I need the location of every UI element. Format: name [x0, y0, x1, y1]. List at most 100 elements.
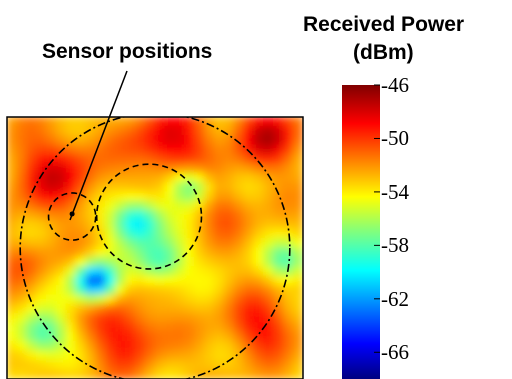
- heatmap-cell: [16, 182, 28, 193]
- heatmap-cell: [144, 359, 156, 371]
- heatmap-cell: [85, 275, 97, 286]
- heatmap-cell: [85, 284, 97, 296]
- heatmap-cell: [272, 238, 284, 249]
- heatmap-cell: [134, 117, 146, 127]
- heatmap-cell: [134, 163, 146, 174]
- heatmap-cell: [243, 135, 255, 146]
- heatmap-cell: [105, 153, 117, 165]
- heatmap-cell: [253, 144, 265, 155]
- heatmap-cell: [16, 210, 28, 221]
- heatmap-cell: [65, 219, 77, 230]
- heatmap-cell: [95, 294, 107, 305]
- heatmap-cell: [223, 200, 235, 212]
- heatmap-cell: [134, 256, 146, 268]
- heatmap-cell: [213, 284, 225, 296]
- heatmap-cell: [233, 303, 245, 314]
- heatmap-cell: [85, 219, 97, 230]
- heatmap-cell: [105, 341, 117, 352]
- heatmap-cell: [164, 275, 176, 286]
- heatmap-cell: [124, 238, 136, 249]
- heatmap-cell: [263, 144, 274, 155]
- heatmap-cell: [243, 219, 255, 230]
- heatmap-cell: [115, 210, 126, 221]
- heatmap-cell: [105, 350, 117, 361]
- heatmap-cell: [45, 266, 57, 277]
- heatmap-cell: [263, 135, 274, 146]
- heatmap-cell: [193, 191, 205, 202]
- heatmap-cell: [213, 341, 225, 352]
- heatmap-cell: [55, 228, 67, 240]
- heatmap-cell: [16, 331, 28, 343]
- heatmap-cell: [36, 182, 47, 193]
- heatmap-cell: [7, 200, 18, 212]
- heatmap-cell: [223, 256, 235, 268]
- heatmap-cell: [164, 191, 176, 202]
- heatmap-cell: [16, 247, 28, 258]
- heatmap-cell: [292, 369, 303, 379]
- heatmap-cell: [65, 182, 77, 193]
- heatmap-cell: [223, 322, 235, 333]
- sensor-positions-annotation: Sensor positions: [42, 40, 213, 63]
- heatmap-cell: [243, 341, 255, 352]
- heatmap-cell: [292, 284, 303, 296]
- heatmap-cell: [95, 125, 107, 137]
- heatmap-cell: [7, 219, 18, 230]
- heatmap-cell: [213, 163, 225, 174]
- heatmap-cell: [263, 256, 274, 268]
- heatmap-cell: [292, 359, 303, 371]
- heatmap-cell: [7, 313, 18, 324]
- heatmap-cell: [26, 266, 38, 277]
- heatmap-cell: [26, 284, 38, 296]
- heatmap-cell: [203, 153, 215, 165]
- heatmap-cell: [36, 210, 47, 221]
- heatmap-cell: [144, 144, 156, 155]
- overlay-circle: [95, 163, 203, 270]
- heatmap-cell: [45, 191, 57, 202]
- heatmap-cell: [26, 369, 38, 379]
- colorbar-tick-label: -62: [381, 286, 409, 311]
- heatmap-cell: [213, 210, 225, 221]
- heatmap-cell: [233, 369, 245, 379]
- heatmap-cell: [144, 182, 156, 193]
- heatmap-cell: [7, 117, 18, 127]
- heatmap-cell: [124, 303, 136, 314]
- heatmap-cell: [55, 322, 67, 333]
- heatmap-cell: [55, 182, 67, 193]
- heatmap-cell: [26, 153, 38, 165]
- heatmap-cell: [164, 359, 176, 371]
- heatmap-cell: [134, 313, 146, 324]
- heatmap-cell: [144, 284, 156, 296]
- heatmap-cell: [124, 210, 136, 221]
- heatmap-cell: [282, 172, 294, 183]
- heatmap-cell: [253, 238, 265, 249]
- heatmap-cell: [253, 331, 265, 343]
- heatmap-cell: [65, 144, 77, 155]
- heatmap-cell: [105, 125, 117, 137]
- heatmap-cell: [282, 200, 294, 212]
- heatmap-cell: [75, 247, 87, 258]
- heatmap-cell: [75, 256, 87, 268]
- heatmap-cell: [193, 200, 205, 212]
- heatmap-cell: [154, 275, 166, 286]
- heatmap-cell: [95, 144, 107, 155]
- heatmap-cell: [55, 256, 67, 268]
- heatmap-cell: [164, 247, 176, 258]
- heatmap-cell: [292, 219, 303, 230]
- heatmap-cell: [193, 369, 205, 379]
- heatmap-cell: [292, 153, 303, 165]
- heatmap-cell: [16, 153, 28, 165]
- heatmap-cell: [193, 322, 205, 333]
- heatmap-cell: [55, 191, 67, 202]
- heatmap-cell: [164, 182, 176, 193]
- heatmap-cell: [45, 322, 57, 333]
- heatmap-cell: [75, 182, 87, 193]
- heatmap-cell: [105, 200, 117, 212]
- heatmap-cell: [263, 228, 274, 240]
- heatmap-cell: [282, 294, 294, 305]
- heatmap-cell: [253, 210, 265, 221]
- heatmap-cell: [124, 144, 136, 155]
- heatmap-cell: [7, 163, 18, 174]
- heatmap-cell: [45, 369, 57, 379]
- heatmap-cell: [85, 294, 97, 305]
- heatmap-cell: [154, 256, 166, 268]
